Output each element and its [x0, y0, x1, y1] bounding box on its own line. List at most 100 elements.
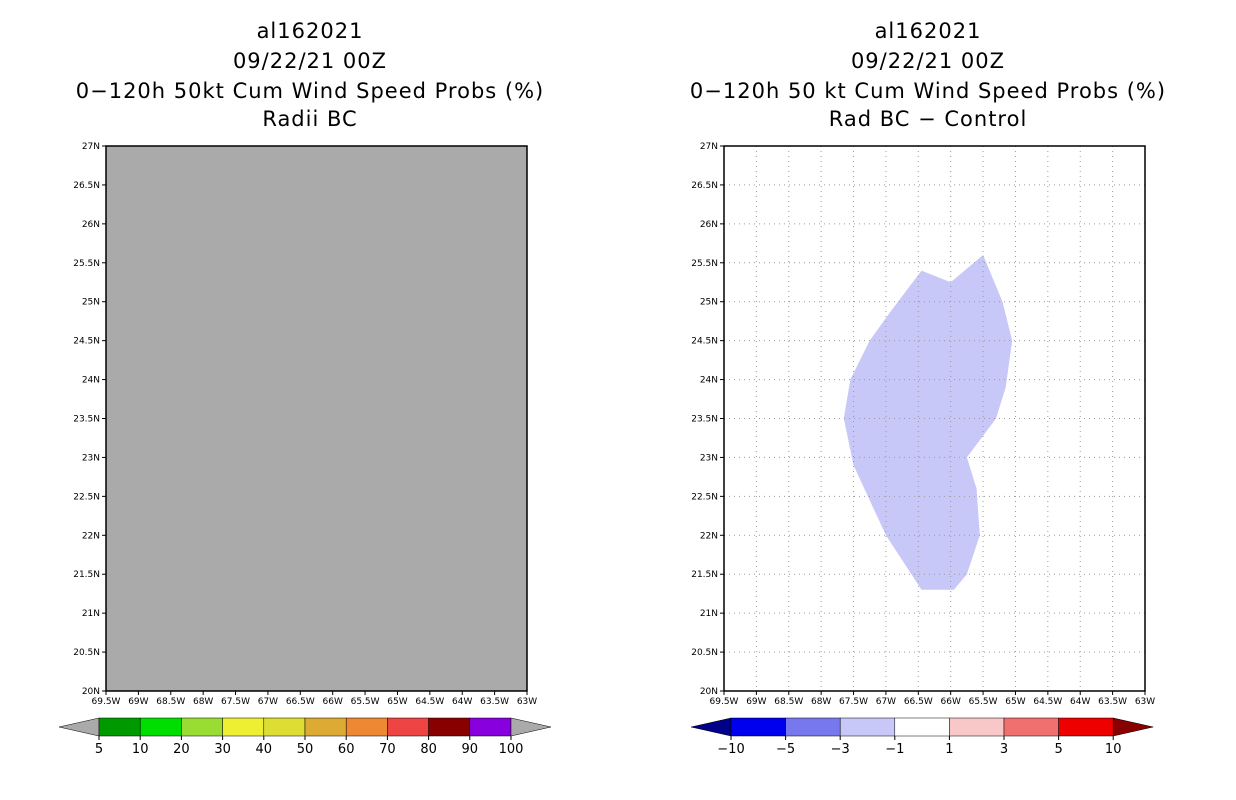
colorbar-segment	[98, 717, 141, 737]
longitude-label: 65W	[387, 697, 407, 707]
colorbar-segment	[263, 717, 306, 737]
longitude-label: 67W	[876, 697, 896, 707]
latitude-label: 24.5N	[691, 337, 718, 347]
longitude-label: 66.5W	[286, 697, 315, 707]
colorbar-label: 3	[1000, 742, 1008, 757]
colorbar-segment	[139, 717, 182, 737]
latitude-label: 21N	[700, 609, 718, 619]
longitude-label: 64.5W	[415, 697, 444, 707]
colorbar-label: 1	[945, 742, 953, 757]
latitude-label: 21.5N	[691, 570, 718, 580]
latitude-label: 20N	[700, 687, 718, 697]
longitude-label: 67W	[258, 697, 278, 707]
latitude-label: 20N	[82, 687, 100, 697]
colorbar-under-arrow	[58, 717, 100, 737]
longitude-label: 68W	[193, 697, 213, 707]
longitude-label: 64W	[1070, 697, 1090, 707]
right-map-panel: 27N 26.5N 26N 25.5N 25N 24.5N 24N 23.5N 23N 22.5N…	[690, 142, 1155, 757]
left-title-product: 0−120h 50kt Cum Wind Speed Probs (%)	[75, 79, 545, 103]
longitude-label: 69.5W	[92, 697, 121, 707]
latitude-label: 26.5N	[73, 181, 100, 191]
left-colorbar: 5 10 20 30 40 50 60 70 80 90 100	[58, 717, 552, 757]
right-title-block: al162021 09/22/21 00Z 0−120h 50 kt Cum W…	[668, 16, 1188, 134]
left-title-block: al162021 09/22/21 00Z 0−120h 50kt Cum Wi…	[50, 16, 570, 134]
latitude-label: 26N	[700, 220, 718, 230]
colorbar-over-arrow	[510, 717, 552, 737]
colorbar-label: −1	[885, 742, 904, 757]
colorbar-label: 20	[173, 742, 190, 757]
longitude-label: 66W	[941, 697, 961, 707]
colorbar-segment	[785, 717, 841, 737]
longitude-label: 63.5W	[480, 697, 509, 707]
latitude-label: 24N	[700, 376, 718, 386]
colorbar-label: 60	[338, 742, 355, 757]
longitude-label: 68.5W	[156, 697, 185, 707]
latitude-label: 25N	[82, 298, 100, 308]
colorbar-segment	[181, 717, 223, 737]
colorbar-label: 30	[214, 742, 231, 757]
latitude-label: 27N	[700, 142, 718, 152]
latitude-label: 23N	[700, 453, 718, 463]
left-title-subtitle: Radii BC	[262, 107, 358, 131]
longitude-label: 67.5W	[839, 697, 868, 707]
right-title-storm-id: al162021	[874, 19, 982, 43]
left-title-datetime: 09/22/21 00Z	[232, 49, 388, 73]
longitude-label: 63W	[1135, 697, 1155, 707]
latitude-label: 22.5N	[691, 492, 718, 502]
colorbar-segment	[1003, 717, 1059, 737]
map-background	[106, 146, 527, 691]
colorbar-label: 10	[132, 742, 149, 757]
right-title-subtitle: Rad BC − Control	[828, 107, 1028, 131]
right-colorbar: −10 −5 −3 −1 1 3 5 10	[690, 717, 1154, 757]
colorbar-segment	[730, 717, 786, 737]
latitude-label: 20.5N	[691, 648, 718, 658]
longitude-label: 68.5W	[774, 697, 803, 707]
longitude-label: 69.5W	[710, 697, 739, 707]
longitude-label: 69W	[128, 697, 148, 707]
latitude-label: 26N	[82, 220, 100, 230]
longitude-label: 65.5W	[969, 697, 998, 707]
latitude-label: 26.5N	[691, 181, 718, 191]
colorbar-segment	[949, 717, 1005, 737]
colorbar-label: 10	[1105, 742, 1122, 757]
latitude-label: 24.5N	[73, 337, 100, 347]
colorbar-segment	[345, 717, 388, 737]
colorbar-label: −5	[776, 742, 795, 757]
longitude-label: 66.5W	[904, 697, 933, 707]
longitude-label: 64W	[452, 697, 472, 707]
longitude-label: 63W	[517, 697, 537, 707]
latitude-label: 23.5N	[73, 415, 100, 425]
colorbar-segment	[1058, 717, 1114, 737]
colorbar-over-arrow	[1112, 717, 1154, 737]
latitude-label: 27N	[82, 142, 100, 152]
latitude-label: 21N	[82, 609, 100, 619]
longitude-label: 68W	[811, 697, 831, 707]
colorbar-label: −10	[717, 742, 744, 757]
colorbar-label: 5	[95, 742, 103, 757]
latitude-label: 22N	[82, 531, 100, 541]
colorbar-label: 5	[1054, 742, 1062, 757]
colorbar-segment	[469, 717, 512, 737]
colorbar-segment	[428, 717, 471, 737]
colorbar-label: 40	[256, 742, 273, 757]
longitude-label: 65.5W	[351, 697, 380, 707]
colorbar-label: −3	[831, 742, 850, 757]
longitude-label: 65W	[1005, 697, 1025, 707]
latitude-label: 25.5N	[73, 259, 100, 269]
right-title-product: 0−120h 50 kt Cum Wind Speed Probs (%)	[689, 79, 1167, 103]
latitude-label: 22.5N	[73, 492, 100, 502]
longitude-label: 63.5W	[1098, 697, 1127, 707]
left-title-storm-id: al162021	[256, 19, 364, 43]
latitude-label: 21.5N	[73, 570, 100, 580]
colorbar-label: 100	[499, 742, 524, 757]
colorbar-label: 70	[379, 742, 396, 757]
colorbar-label: 80	[420, 742, 437, 757]
left-map: 27N 26.5N 26N 25.5N 25N 24.5N 24N 23.5N 23N 22.5N…	[73, 142, 537, 707]
colorbar-segment	[304, 717, 347, 737]
colorbar-label: 50	[297, 742, 314, 757]
latitude-label: 23N	[82, 453, 100, 463]
colorbar-segment	[894, 717, 950, 737]
colorbar-under-arrow	[690, 717, 732, 737]
latitude-label: 25.5N	[691, 259, 718, 269]
latitude-label: 20.5N	[73, 648, 100, 658]
